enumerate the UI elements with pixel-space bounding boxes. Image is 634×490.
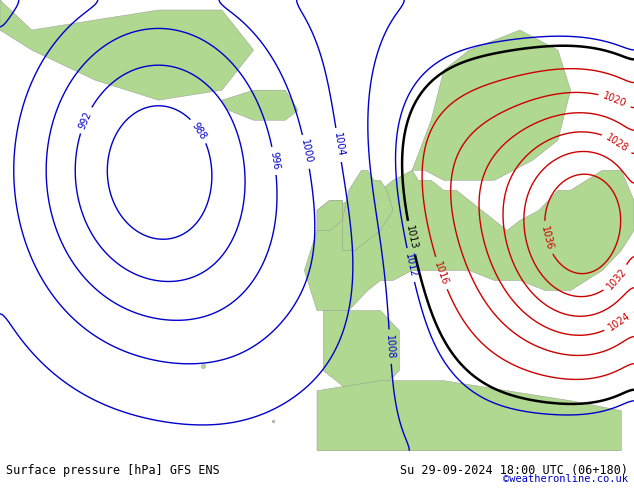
Text: 1016: 1016	[432, 260, 450, 287]
Text: 1020: 1020	[602, 91, 628, 109]
Polygon shape	[317, 200, 342, 230]
Text: 1028: 1028	[604, 132, 630, 153]
Polygon shape	[342, 171, 393, 250]
Polygon shape	[323, 311, 399, 391]
Text: 1012: 1012	[403, 252, 418, 278]
Text: 1036: 1036	[539, 225, 554, 251]
Polygon shape	[317, 200, 342, 230]
Text: 1000: 1000	[299, 139, 313, 165]
Text: Su 29-09-2024 18:00 UTC (06+180): Su 29-09-2024 18:00 UTC (06+180)	[399, 464, 628, 477]
Text: 992: 992	[77, 110, 94, 130]
Text: Surface pressure [hPa] GFS ENS: Surface pressure [hPa] GFS ENS	[6, 465, 220, 477]
Text: 1032: 1032	[604, 266, 628, 291]
Text: 1024: 1024	[606, 311, 632, 333]
Polygon shape	[222, 90, 298, 120]
Polygon shape	[0, 0, 254, 100]
Text: 996: 996	[268, 151, 281, 171]
Polygon shape	[317, 381, 621, 451]
Text: ©weatheronline.co.uk: ©weatheronline.co.uk	[503, 474, 628, 485]
Text: 1008: 1008	[384, 334, 396, 359]
Text: 1013: 1013	[404, 225, 418, 251]
Polygon shape	[304, 30, 634, 311]
Text: 988: 988	[190, 120, 209, 141]
Text: 1004: 1004	[332, 132, 346, 158]
